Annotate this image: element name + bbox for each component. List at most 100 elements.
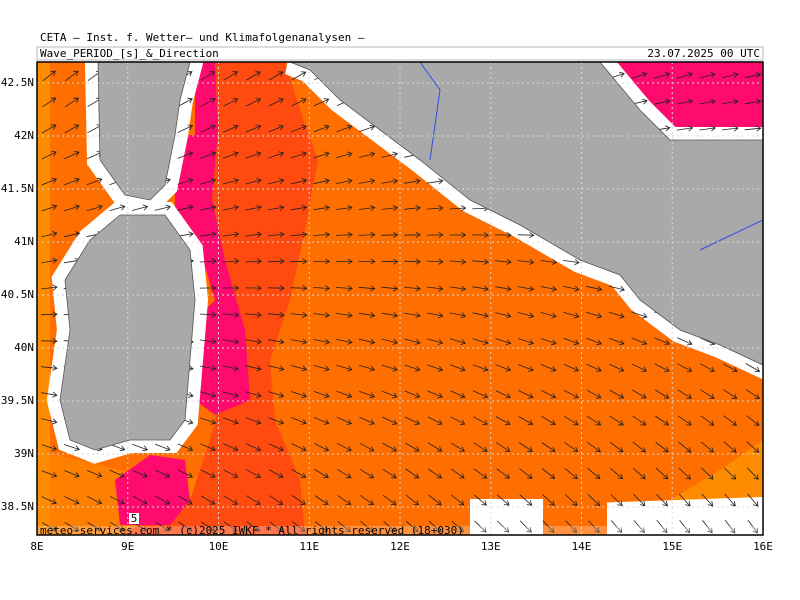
arrow [382,468,397,479]
arrow [336,258,353,265]
arrow [222,258,240,265]
arrow [449,338,467,345]
arrow [41,470,58,478]
arrow [178,97,193,107]
lat-label: 42N [14,129,34,142]
arrow [223,71,239,81]
arrow [336,231,353,238]
arrow [656,493,668,507]
arrow [496,442,511,452]
arrow [222,365,240,372]
arrow [586,337,602,346]
arrow [609,441,624,453]
arrow [359,468,375,479]
arrow [201,521,216,532]
arrow [336,151,353,158]
arrow [540,364,557,372]
arrow [358,231,376,238]
arrow [404,312,421,319]
arrow [405,520,419,533]
arrow [245,178,262,185]
arrow [290,311,308,318]
arrow [676,72,694,79]
arrow [154,204,172,211]
lat-label: 42.5N [1,76,34,89]
arrow [268,124,285,133]
arrow [154,443,171,452]
arrow [404,285,421,292]
period-zone-mid [120,62,318,535]
arrow [336,338,353,345]
arrow [177,151,194,159]
arrow [336,178,353,185]
arrow [563,311,580,319]
arrow [86,177,103,186]
lon-label: 8E [30,540,43,553]
arrow [724,519,736,534]
arrow [177,124,194,133]
arrow [223,469,239,478]
arrow [519,468,533,479]
arrow [654,363,670,372]
arrow [40,284,58,291]
arrow [64,470,80,478]
arrow [449,312,467,319]
arrow [358,312,376,319]
arrow [495,364,512,372]
arrow [746,467,759,480]
arrow [41,444,58,452]
arrow [404,416,421,425]
arrow [517,232,535,239]
arrow [86,470,103,478]
arrow [199,338,217,345]
arrow [450,416,466,425]
lat-label: 41N [14,235,34,248]
arrow [746,441,760,453]
arrow [267,285,285,292]
arrow [41,204,58,212]
arrow [359,124,376,132]
contour-label: 5 [131,512,138,525]
arrow [610,494,623,507]
arrow [723,415,738,426]
arrow [40,311,58,318]
arrow [290,285,308,292]
arrow [517,312,535,319]
arrow [518,364,534,372]
footer-band [37,526,763,535]
graticule [37,62,763,535]
arrow [587,441,601,453]
arrow [41,151,57,160]
arrow [632,415,647,426]
arrow [64,97,80,108]
arrow [381,312,399,319]
arrow [86,204,103,212]
arrow [588,520,600,533]
arrow [358,338,376,345]
arrow [632,389,647,399]
map-area: 5 meteo-services.com * (c)2025 IWKF * Al… [37,62,763,535]
arrow [656,520,668,534]
arrow [450,468,465,479]
arrow [245,311,263,318]
arrow [313,204,331,211]
arrow [268,71,284,81]
lat-label: 40.5N [1,288,34,301]
arrow [542,494,555,506]
arrow [314,521,329,532]
arrow [268,469,284,479]
arrow [744,72,762,79]
arrow [381,151,399,158]
arrow [381,338,399,345]
arrow [472,364,489,372]
arrow [41,124,57,134]
arrow [633,520,645,534]
arrow [41,496,57,505]
arrow [177,469,194,478]
arrow [110,521,125,532]
arrow [109,469,126,478]
arrow [222,417,239,425]
arrow [608,337,625,346]
arrow [700,441,714,453]
arrow [654,98,671,105]
